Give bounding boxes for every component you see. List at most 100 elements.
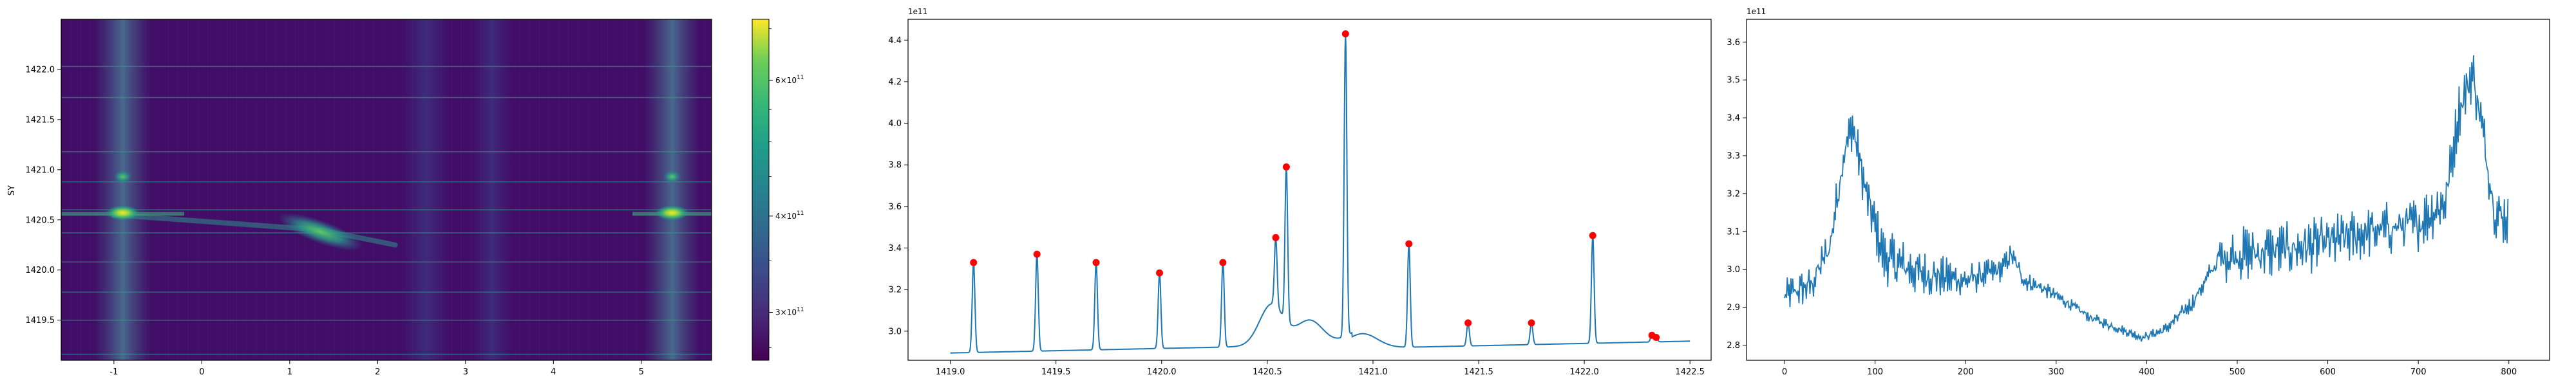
peaks-y-tick-label: 3.4: [888, 244, 902, 253]
heatmap-hotspot-upper: [113, 170, 132, 183]
noisy-y-tick-label: 3.2: [1727, 189, 1740, 199]
colorbar-gradient: [752, 19, 770, 361]
noisy-x-tick-label: 100: [1867, 367, 1883, 377]
colorbar-tick-base: ×10: [781, 212, 797, 221]
peaks-y-axis: 3.0 3.2 3.4 3.6 3.8 4.0 4.2 4.4: [888, 36, 908, 336]
heatmap-dark-band: [61, 19, 712, 360]
noisy-y-tick-label: 3.1: [1727, 227, 1740, 237]
peak-marker: [1156, 269, 1164, 277]
heatmap-x-tick-label: 5: [639, 367, 644, 377]
noisy-y-tick-label: 3.3: [1727, 152, 1740, 161]
heatmap-hotspot-upper: [663, 170, 681, 183]
peaks-x-tick-label: 1419.0: [936, 367, 965, 377]
heatmap-hotspot: [106, 205, 140, 221]
heatmap-streak-peak: [278, 213, 363, 251]
peaks-x-tick-label: 1420.5: [1253, 367, 1282, 377]
heatmap-hotspot: [655, 205, 689, 221]
heatmap-bright-column: [643, 19, 701, 360]
peak-marker: [1033, 250, 1041, 258]
peak-marker: [1341, 30, 1349, 38]
heatmap-columns: [61, 19, 709, 360]
heatmap-y-tick-label: 1421.5: [26, 115, 55, 125]
peak-marker: [1653, 333, 1660, 341]
colorbar-tick-exponent: 11: [797, 307, 804, 313]
noisy-y-tick-label: 2.8: [1727, 341, 1740, 351]
peaks-x-tick-label: 1422.0: [1569, 367, 1599, 377]
peak-marker: [1219, 259, 1227, 266]
peak-marker: [1464, 319, 1472, 327]
peaks-line-panel: 1419.0 1419.5 1420.0 1420.5 1421.0 1421.5 1422…: [888, 7, 1712, 377]
colorbar-tick-label: 3×1011: [775, 307, 804, 317]
heatmap-y-tick-label: 1419.5: [26, 316, 55, 326]
heatmap-bright-column: [94, 19, 151, 360]
peak-markers: [970, 30, 1660, 341]
peaks-y-tick-label: 3.6: [888, 202, 902, 212]
peaks-x-tick-label: 1419.5: [1041, 367, 1071, 377]
heatmap-streak: [61, 170, 712, 251]
colorbar-tick-mantissa: 6: [775, 76, 781, 85]
heatmap-x-tick-label: -1: [109, 367, 118, 377]
peaks-x-tick-label: 1421.0: [1358, 367, 1388, 377]
noisy-y-axis: 2.8 2.9 3.0 3.1 3.2 3.3 3.4 3.5 3.6: [1727, 38, 1747, 351]
heatmap-x-tick-label: 2: [375, 367, 380, 377]
peaks-y-tick-label: 4.0: [888, 119, 902, 129]
noisy-y-tick-label: 2.9: [1727, 303, 1740, 313]
noisy-y-tick-label: 3.4: [1727, 114, 1740, 124]
noisy-x-tick-label: 500: [2230, 367, 2246, 377]
heatmap-y-tick-label: 1420.0: [26, 266, 55, 275]
peaks-x-axis: 1419.0 1419.5 1420.0 1420.5 1421.0 1421.5 1422…: [936, 360, 1705, 377]
noisy-x-tick-label: 400: [2139, 367, 2155, 377]
peaks-offset-label: 1e11: [908, 7, 927, 16]
heatmap-y-axis: 1419.5 1420.0 1420.5 1421.0 1421.5 1422.0: [26, 65, 61, 326]
peak-marker: [1589, 232, 1596, 239]
noisy-x-tick-label: 200: [1958, 367, 1974, 377]
peak-marker: [1092, 259, 1100, 266]
peaks-y-tick-label: 3.2: [888, 286, 902, 295]
peaks-x-tick-label: 1420.0: [1147, 367, 1177, 377]
heatmap-x-tick-label: 1: [287, 367, 292, 377]
heatmap-y-tick-label: 1421.0: [26, 165, 55, 175]
peaks-y-tick-label: 3.8: [888, 161, 902, 170]
noisy-y-tick-label: 3.0: [1727, 265, 1740, 275]
peak-marker: [1272, 234, 1280, 241]
peaks-y-tick-label: 4.4: [888, 36, 902, 46]
peak-marker: [1405, 240, 1413, 248]
colorbar-tick-base: ×10: [781, 308, 797, 317]
noisy-x-tick-label: 0: [1782, 367, 1787, 377]
heatmap-y-axis-label: SY: [7, 185, 17, 196]
colorbar-tick-base: ×10: [781, 76, 797, 85]
peaks-x-tick-label: 1421.5: [1464, 367, 1493, 377]
noisy-series-line: [1784, 55, 2509, 342]
heatmap-x-axis: -1 0 1 2 3 4 5: [109, 360, 644, 377]
heatmap-panel: -1 0 1 2 3 4 5 1419.51420.01420.51421.01421.51…: [7, 19, 712, 377]
colorbar-tick-mantissa: 4: [775, 212, 781, 221]
heatmap-y-tick-label: 1422.0: [26, 65, 55, 75]
noisy-plot-area: [1746, 19, 2550, 361]
heatmap-x-tick-label: 4: [551, 367, 556, 377]
peaks-series-line: [950, 33, 1690, 354]
heatmap-frame: [61, 19, 712, 361]
colorbar-tick-exponent: 11: [797, 210, 804, 217]
colorbar-tick-label: 6×1011: [775, 75, 804, 85]
noisy-y-tick-label: 3.6: [1727, 38, 1740, 48]
peaks-y-tick-label: 3.0: [888, 327, 902, 336]
noisy-x-tick-label: 300: [2048, 367, 2064, 377]
noisy-x-tick-label: 700: [2410, 367, 2427, 377]
heatmap-faint-column: [401, 19, 450, 360]
peaks-y-tick-label: 4.2: [888, 77, 902, 87]
heatmap-y-tick-label: 1420.5: [26, 216, 55, 225]
noisy-x-tick-label: 600: [2320, 367, 2336, 377]
heatmap-x-tick-label: 0: [199, 367, 204, 377]
noisy-x-tick-label: 800: [2501, 367, 2517, 377]
peak-marker: [1528, 319, 1535, 327]
noisy-offset-label: 1e11: [1747, 7, 1766, 16]
noisy-y-tick-label: 3.5: [1727, 76, 1740, 86]
peaks-x-tick-label: 1422.5: [1675, 367, 1705, 377]
noisy-line-panel: 0 100 200 300 400 500 600 700 800 2.8 2.9 3.0 3.1 3.…: [1727, 7, 2550, 377]
colorbar-tick-label: 4×1011: [775, 210, 804, 221]
peak-marker: [970, 259, 978, 266]
heatmap-rows: [61, 66, 712, 355]
